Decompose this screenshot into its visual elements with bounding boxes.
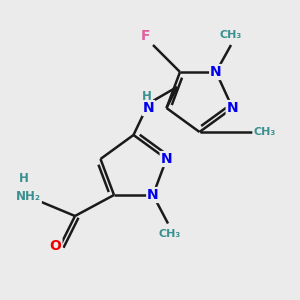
Text: N: N — [227, 101, 238, 115]
Text: H: H — [142, 89, 152, 103]
Text: O: O — [50, 239, 61, 253]
Text: N: N — [147, 188, 159, 202]
Text: CH₃: CH₃ — [220, 29, 242, 40]
Text: NH₂: NH₂ — [16, 190, 41, 203]
Text: CH₃: CH₃ — [254, 127, 276, 137]
Text: CH₃: CH₃ — [158, 229, 181, 239]
Text: N: N — [210, 65, 222, 79]
Text: N: N — [143, 101, 154, 115]
Text: F: F — [141, 29, 150, 43]
Text: N: N — [161, 152, 172, 166]
Text: H: H — [19, 172, 29, 185]
